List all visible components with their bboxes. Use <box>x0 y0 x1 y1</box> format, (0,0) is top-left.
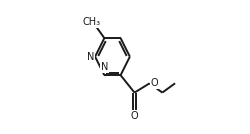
Text: O: O <box>151 78 158 88</box>
Text: N: N <box>101 62 108 72</box>
Text: O: O <box>131 111 138 121</box>
Text: N: N <box>86 52 94 62</box>
Text: CH₃: CH₃ <box>82 17 101 27</box>
